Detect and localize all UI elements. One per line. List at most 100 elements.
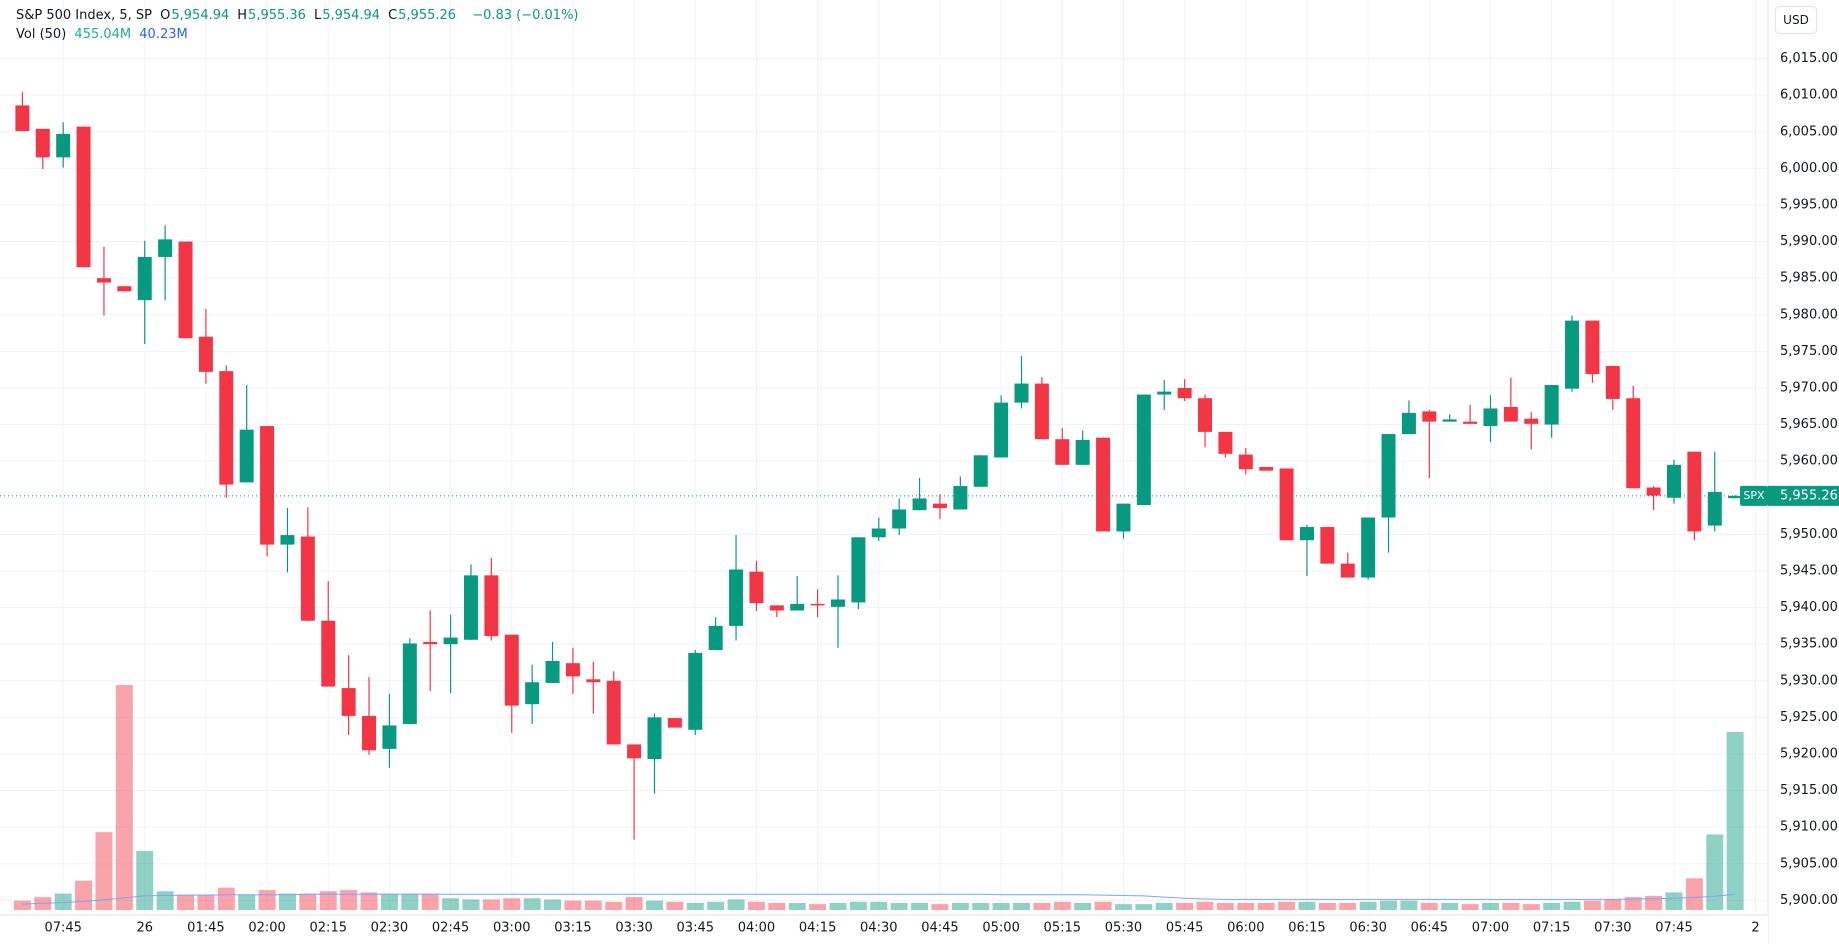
volume-bar <box>1237 902 1255 910</box>
volume-bar <box>1481 902 1499 910</box>
volume-bar <box>340 890 358 910</box>
volume-bar <box>177 894 195 910</box>
candle-body <box>1626 398 1641 489</box>
ohlc-value: 5,954.94 <box>171 8 230 23</box>
candle-body <box>96 278 111 283</box>
volume-bar <box>625 897 643 910</box>
x-tick-label: 2 <box>1751 921 1759 936</box>
time-axis-bg <box>0 915 1768 944</box>
volume-bar <box>1176 902 1194 910</box>
x-tick-label: 06:45 <box>1411 921 1448 936</box>
volume-bar <box>1318 902 1336 910</box>
volume-bar <box>523 898 541 910</box>
volume-bar <box>1604 899 1622 910</box>
volume-ma-value: 40.23M <box>139 27 188 42</box>
volume-bar <box>258 890 276 910</box>
candle-body <box>1218 431 1233 454</box>
x-tick-label: 03:30 <box>615 921 652 936</box>
volume-bar <box>992 902 1010 910</box>
candle-body <box>1401 412 1416 435</box>
price-axis-bg <box>1768 0 1839 944</box>
y-tick-label: 5,935.00 <box>1780 637 1838 652</box>
currency-button[interactable]: USD <box>1775 6 1817 34</box>
volume-bar <box>1155 902 1173 910</box>
candle-body <box>362 715 377 751</box>
x-tick-label: 03:15 <box>554 921 591 936</box>
volume-bar <box>1053 901 1071 910</box>
volume-bar <box>1257 902 1275 910</box>
ohlc-value: 5,955.26 <box>398 8 457 23</box>
candle-body <box>1055 439 1070 465</box>
ohlc-value: 5,955.36 <box>248 8 306 23</box>
candle-body <box>402 643 417 724</box>
legend-header: S&P 500 Index, 5, SP O5,954.94 H5,955.36 L… <box>16 6 587 44</box>
x-tick-label: 07:15 <box>1533 921 1570 936</box>
volume-bar <box>1013 902 1031 910</box>
volume-bar <box>666 901 684 910</box>
candle-body <box>1707 491 1722 526</box>
candle-body <box>1075 439 1090 465</box>
candle-body <box>56 133 71 158</box>
volume-bar <box>1400 900 1418 910</box>
ohlc-label: H <box>237 8 248 23</box>
volume-bar <box>299 893 317 910</box>
volume-bar <box>645 900 663 910</box>
volume-bar <box>462 899 480 910</box>
volume-bar <box>747 901 765 910</box>
candle-body <box>1279 468 1294 541</box>
volume-bar <box>829 902 847 910</box>
candle-body <box>219 371 234 485</box>
candle-body <box>912 498 927 511</box>
symbol-tag <box>1740 485 1768 506</box>
y-tick-label: 5,985.00 <box>1780 271 1838 286</box>
x-tick-label: 02:30 <box>371 921 408 936</box>
symbol-title[interactable]: S&P 500 Index, 5, SP <box>16 8 152 23</box>
x-tick-label: 04:00 <box>738 921 775 936</box>
volume-bar <box>544 899 562 910</box>
volume-bar <box>1074 902 1092 910</box>
candle-body <box>1422 411 1437 422</box>
volume-bar <box>1420 902 1438 910</box>
volume-label[interactable]: Vol (50) <box>16 27 67 42</box>
candle-body <box>1565 320 1580 389</box>
candle-body <box>1463 421 1478 424</box>
candle-body <box>1259 467 1274 471</box>
candle-body <box>545 660 560 683</box>
y-tick-label: 6,010.00 <box>1780 88 1838 103</box>
candle-body <box>810 603 825 606</box>
x-tick-label: 05:15 <box>1044 921 1081 936</box>
candle-body <box>1340 563 1355 578</box>
x-tick-label: 05:00 <box>982 921 1019 936</box>
x-tick-label: 06:00 <box>1227 921 1264 936</box>
volume-bar <box>136 850 154 910</box>
x-tick-label: 06:15 <box>1288 921 1325 936</box>
candle-body <box>76 126 91 268</box>
candle-body <box>117 286 132 292</box>
volume-bar <box>911 902 929 910</box>
x-tick-label: 07:00 <box>1472 921 1509 936</box>
candle-body <box>484 575 499 637</box>
volume-bar <box>319 891 337 910</box>
y-tick-label: 5,920.00 <box>1780 746 1838 761</box>
volume-bar <box>13 900 31 910</box>
volume-bar <box>238 894 256 910</box>
y-tick-label: 5,995.00 <box>1780 197 1838 212</box>
volume-bar <box>584 900 602 910</box>
candle-body <box>280 535 295 545</box>
ohlc-row: S&P 500 Index, 5, SP O5,954.94 H5,955.36 L… <box>16 6 587 25</box>
candle-body <box>1096 437 1111 532</box>
candle-body <box>627 744 642 759</box>
x-tick-label: 02:00 <box>248 921 285 936</box>
ohlc-label: L <box>313 8 322 23</box>
candle-body <box>198 336 213 372</box>
y-tick-label: 5,990.00 <box>1780 234 1838 249</box>
volume-bar <box>75 880 93 910</box>
candle-body <box>15 105 30 132</box>
ohlc-values: O5,954.94 H5,955.36 L5,954.94 C5,955.26 <box>160 8 464 23</box>
y-tick-label: 6,015.00 <box>1780 51 1838 66</box>
volume-bar <box>1624 897 1642 910</box>
y-tick-label: 5,910.00 <box>1780 820 1838 835</box>
volume-bar <box>503 898 521 910</box>
volume-bar <box>1685 878 1703 910</box>
